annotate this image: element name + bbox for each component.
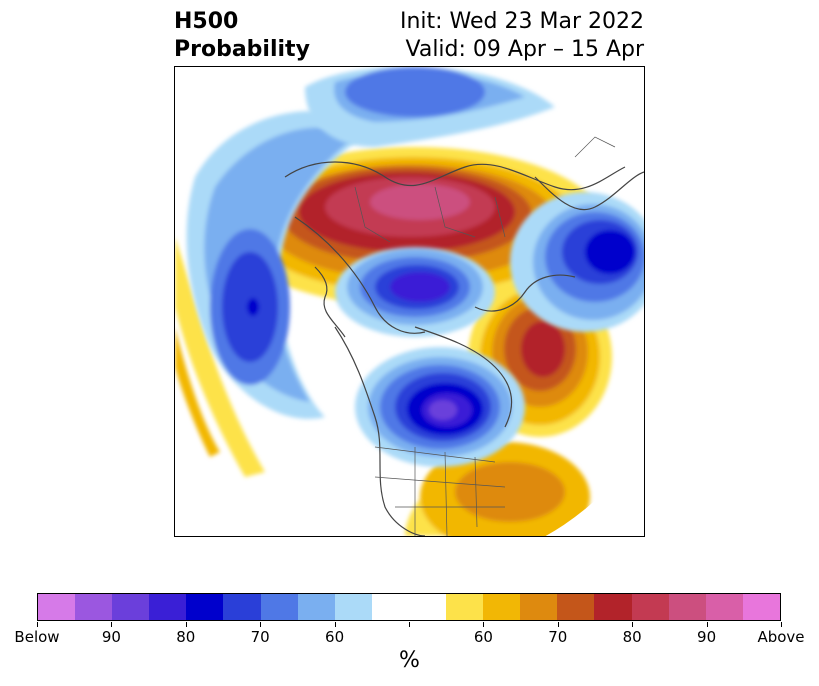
below-anomaly-north-pacific (186, 111, 375, 419)
colorbar-swatch (483, 594, 521, 620)
colorbar-tick-label: 90 (697, 628, 717, 646)
colorbar-swatch (149, 594, 187, 620)
colorbar-ticks: Below 90 80 70 60 60 70 80 90 Above (14, 622, 805, 652)
colorbar-tick-mark (185, 622, 187, 627)
date-info: Init: Wed 23 Mar 2022 Valid: 09 Apr – 15… (400, 8, 644, 64)
colorbar-tick-label: 90 (101, 628, 121, 646)
colorbar-swatch (38, 594, 76, 620)
colorbar-swatch (631, 594, 669, 620)
colorbar-tick-mark (37, 622, 38, 627)
below-anomaly-hudson-bay (335, 247, 495, 337)
colorbar-swatch (334, 594, 372, 620)
colorbar-swatch (742, 594, 780, 620)
colorbar-tick-mark (706, 622, 708, 627)
colorbar (37, 593, 781, 621)
init-date: Init: Wed 23 Mar 2022 (399, 9, 644, 34)
colorbar-swatch (557, 594, 595, 620)
above-anomaly-pacific-edge (175, 237, 265, 477)
colorbar-swatch (705, 594, 743, 620)
colorbar-swatch (260, 594, 298, 620)
colorbar-swatch (446, 594, 484, 620)
country-boundaries (354, 136, 616, 536)
below-anomaly-arctic-siberia (510, 192, 644, 332)
map-svg (175, 67, 644, 536)
colorbar-tick-mark (781, 622, 782, 627)
colorbar-swatch (297, 594, 335, 620)
below-anomaly-north-atlantic (355, 347, 525, 467)
colorbar-tick-label: 60 (325, 628, 345, 646)
colorbar-swatch (112, 594, 150, 620)
colorbar-tick-mark (409, 622, 410, 627)
colorbar-tick-mark (260, 622, 262, 627)
above-anomaly-siberia-arctic (225, 147, 605, 307)
colorbar-swatch (223, 594, 261, 620)
colorbar-swatch (186, 594, 224, 620)
colorbar-tick-label: 70 (548, 628, 568, 646)
coastlines (284, 161, 644, 536)
colorbar-tick-mark (632, 622, 634, 627)
colorbar-tick-mark (111, 622, 113, 627)
probability-map (174, 66, 645, 537)
valid-date-range: Valid: 09 Apr – 15 Apr (405, 37, 645, 62)
colorbar-tick-label: 60 (473, 628, 493, 646)
colorbar-swatch (75, 594, 113, 620)
title-line-2: Probability (174, 37, 310, 62)
colorbar-tick-mark (334, 622, 336, 627)
chart-title: H500 Probability (174, 8, 310, 64)
colorbar-tick-label: 80 (622, 628, 642, 646)
colorbar-swatch (371, 594, 409, 620)
colorbar-tick-label: Below (14, 628, 60, 646)
colorbar-swatch (594, 594, 632, 620)
below-anomaly-arctic-top (305, 67, 555, 147)
colorbar-swatch (520, 594, 558, 620)
colorbar-tick-label: 80 (176, 628, 196, 646)
colorbar-tick-label: 70 (250, 628, 270, 646)
colorbar-swatch (668, 594, 706, 620)
colorbar-tick-mark (483, 622, 485, 627)
colorbar-tick-label: Above (757, 628, 805, 646)
colorbar-swatch (408, 594, 447, 620)
title-line-1: H500 (174, 9, 239, 34)
colorbar-tick-mark (557, 622, 559, 627)
colorbar-unit: % (399, 648, 420, 673)
